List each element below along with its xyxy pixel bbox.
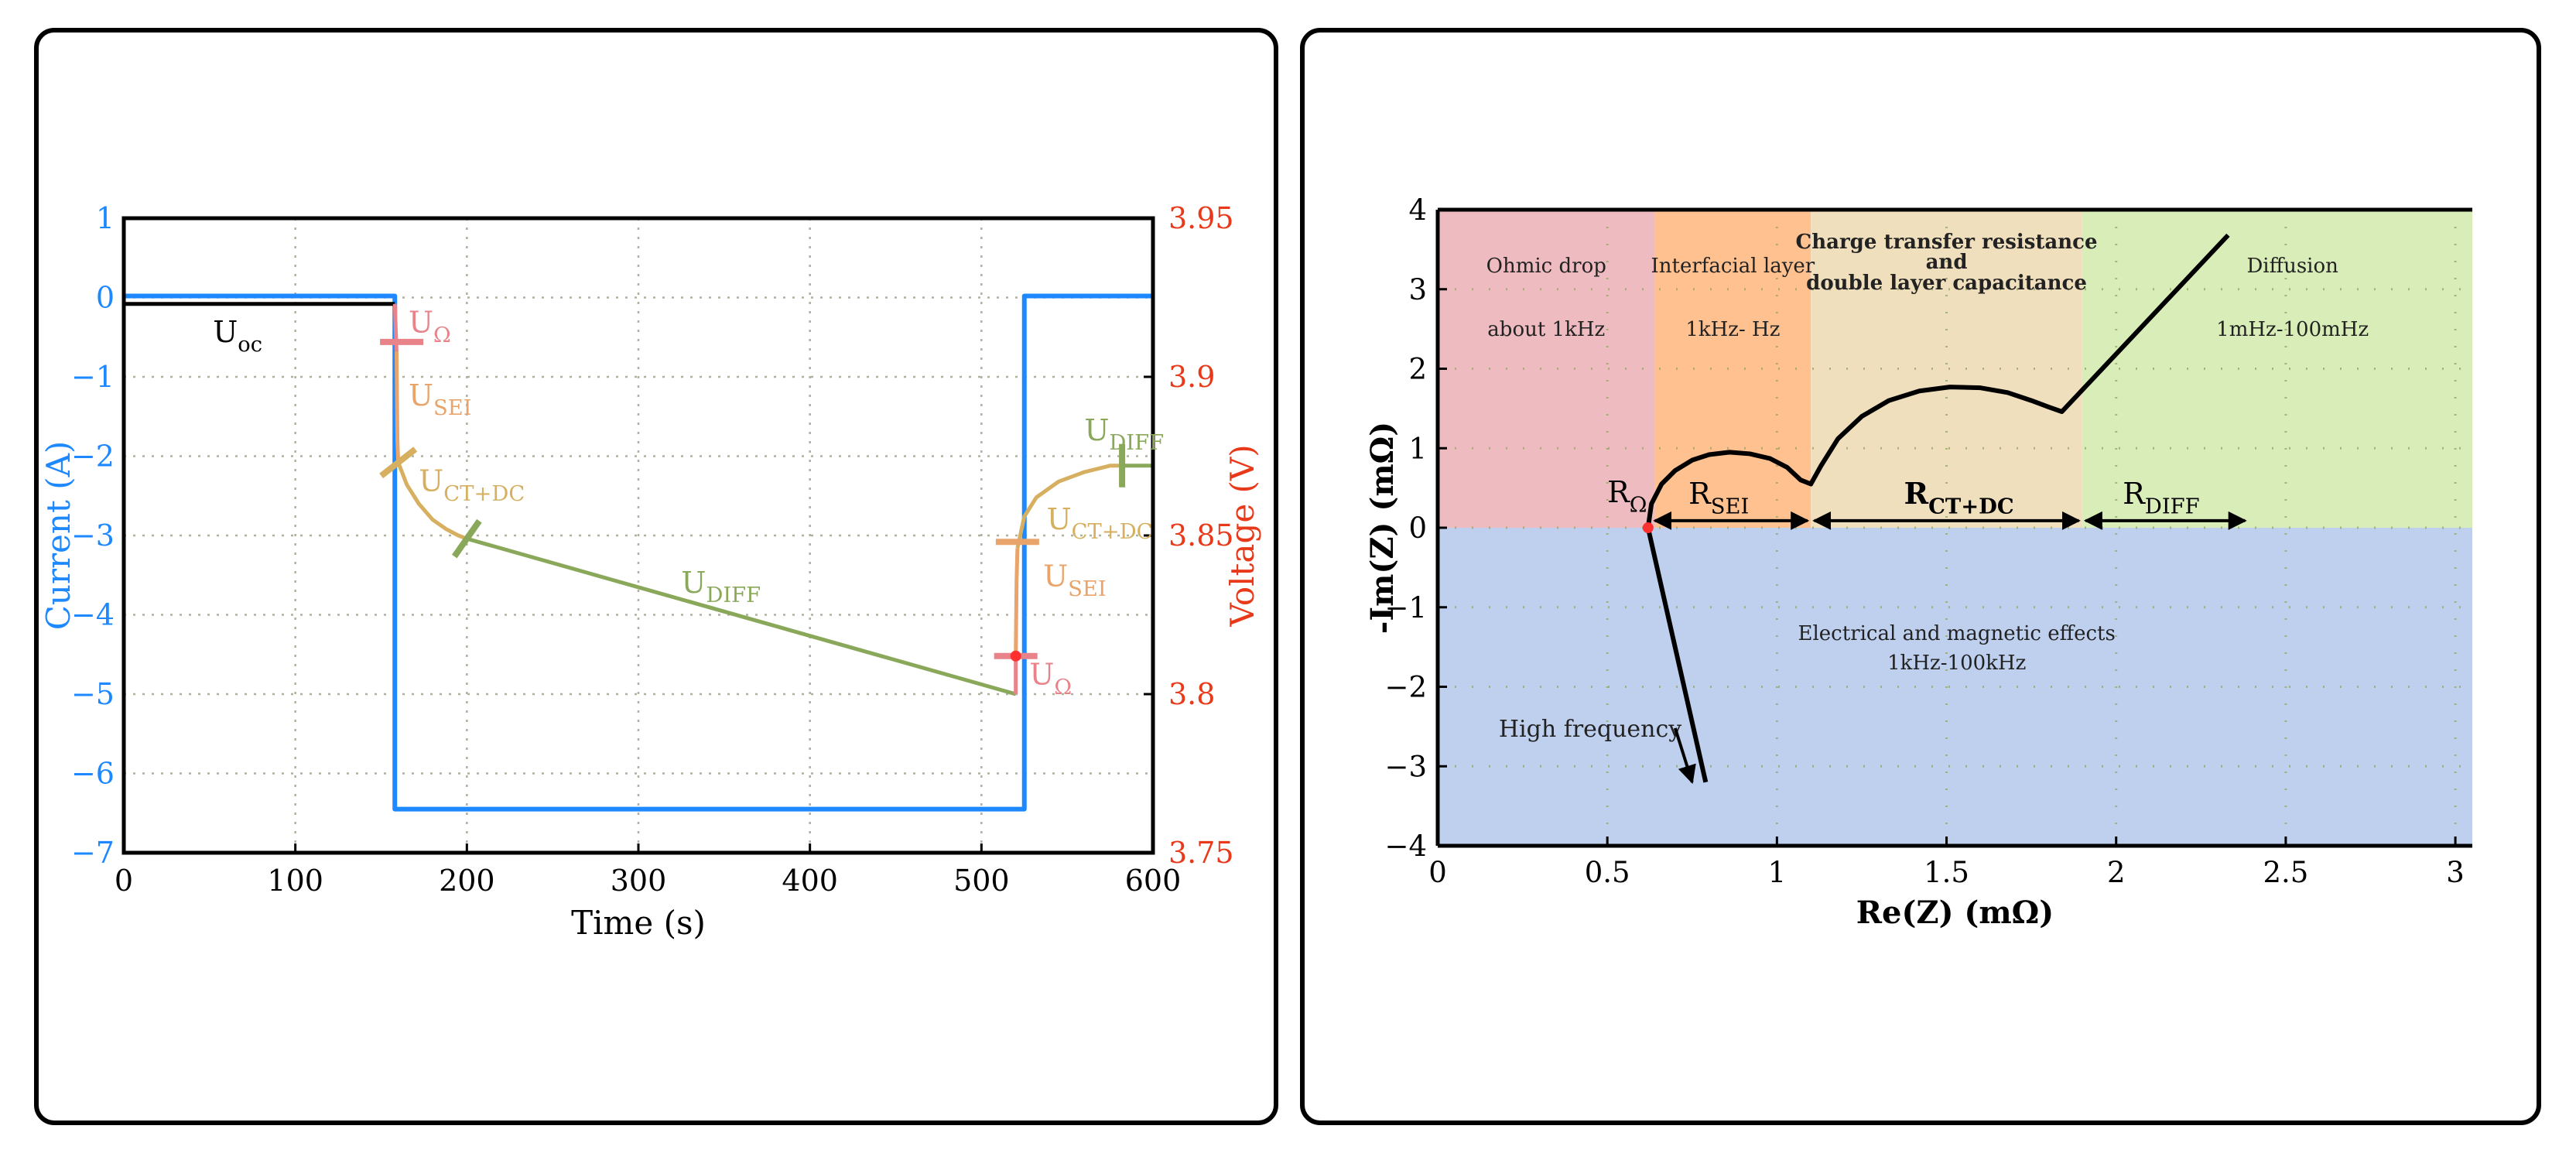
span-label-diff: RDIFF: [2123, 477, 2199, 518]
region-interfacial-layer: [1654, 210, 1811, 528]
nyquist-chart: Ohmic drop about 1kHz Interfacial layer 1kH…: [1364, 193, 2472, 931]
y-tick-label-right: 3.9: [1168, 360, 1215, 394]
series-current: [124, 293, 1153, 812]
region-text-ct-2: and: [1926, 251, 1968, 274]
annotation-ω: UΩ: [1029, 658, 1072, 700]
region-text-sei-freq: 1kHz- Hz: [1685, 318, 1780, 341]
series-usei-discharge-: [394, 351, 401, 463]
y-tick-label-right: 3.85: [1168, 518, 1234, 553]
series-uct-dc-discharge-: [396, 461, 468, 541]
left-panel: [34, 28, 1278, 1125]
x-tick-label: 0.5: [1585, 856, 1630, 889]
high-frequency-arrow: [1673, 727, 1696, 785]
span-label-sei: RSEI: [1688, 477, 1749, 518]
region-text-ct-3: double layer capacitance: [1806, 272, 2087, 295]
y-tick-label-left: −5: [71, 677, 115, 711]
annotation-diff: UDIFF: [1084, 413, 1164, 455]
x-tick-label: 200: [439, 864, 495, 898]
region-text-ohmic-title: Ohmic drop: [1486, 255, 1606, 278]
y-axis-title-left: Current (A): [39, 441, 77, 631]
y-tick-label: −4: [1384, 830, 1427, 863]
pulse-response-chart: 0 100 200 300 400 500 600 1 0 −1 −2 −3 −4 −5 −6 −7 3.95 3…: [39, 201, 1261, 942]
x-tick-label: 0: [1428, 856, 1447, 889]
region-text-ohmic-freq: about 1kHz: [1487, 318, 1605, 341]
y-tick-label: 2: [1408, 353, 1427, 386]
x-tick-label: 100: [267, 864, 323, 898]
x-tick-label: 3: [2446, 856, 2465, 889]
y-tick-label-left: 0: [96, 281, 115, 315]
region-text-lower-title: Electrical and magnetic effects: [1798, 622, 2116, 645]
x-tick-label: 2.5: [2263, 856, 2308, 889]
y-tick-label: 0: [1408, 511, 1427, 545]
y-tick-label-left: −4: [71, 598, 115, 632]
annotation-sei: USEI: [409, 378, 472, 420]
region-ohmic-drop: [1438, 210, 1655, 528]
region-text-lower-freq: 1kHz-100kHz: [1887, 652, 2026, 675]
marker-tick: [379, 446, 418, 479]
y-tick-label: 1: [1408, 432, 1427, 465]
x-tick-label: 400: [782, 864, 838, 898]
y-tick-label-left: −7: [71, 836, 115, 870]
y-tick-label: −3: [1384, 750, 1427, 783]
y-axis-title: -Im(Z) (mΩ): [1364, 422, 1401, 634]
x-axis-title: Re(Z) (mΩ): [1856, 895, 2054, 931]
red-point: [1010, 650, 1021, 662]
r-ohm-label: RΩ: [1607, 475, 1647, 517]
x-tick-label: 1: [1768, 856, 1787, 889]
x-tick-label: 1.5: [1924, 856, 1969, 889]
region-text-high-frequency: High frequency: [1499, 716, 1681, 743]
region-diffusion: [2082, 210, 2472, 528]
annotation-oc: Uoc: [213, 315, 262, 357]
annotation-ct+dc: UCT+DC: [1047, 502, 1153, 544]
series-udiff-discharge-: [466, 536, 1017, 696]
x-axis-title: Time (s): [571, 904, 706, 942]
y-tick-label: −2: [1384, 671, 1427, 704]
annotation-ω: UΩ: [409, 306, 451, 347]
x-tick-label: 0: [115, 864, 133, 898]
y-tick-label-left: −3: [71, 518, 115, 553]
x-tick-label: 500: [953, 864, 1010, 898]
y-axis-title-right: Voltage (V): [1223, 444, 1261, 627]
region-charge-transfer: [1811, 210, 2082, 528]
r-ohm-point: [1642, 522, 1654, 533]
y-tick-label-right: 3.75: [1168, 836, 1234, 870]
span-label-ct-dc: RCT+DC: [1904, 476, 2014, 518]
y-tick-label-left: −6: [71, 757, 115, 791]
x-tick-label: 600: [1125, 864, 1182, 898]
annotation-diff: UDIFF: [681, 566, 761, 607]
region-text-ct-1: Charge transfer resistance: [1796, 231, 2098, 254]
x-tick-label: 2: [2107, 856, 2126, 889]
y-tick-label: 3: [1408, 273, 1427, 306]
y-tick-label-left: 1: [96, 201, 115, 235]
region-electrical-effects: [1438, 528, 2472, 846]
region-text-diff-freq: 1mHz-100mHz: [2216, 318, 2369, 341]
annotation-sei: USEI: [1043, 559, 1107, 601]
impedance-curve: [1645, 233, 2230, 783]
series-usei-relaxation-: [1014, 548, 1020, 656]
y-tick-label: −1: [1384, 591, 1427, 624]
y-tick-label-right: 3.95: [1168, 201, 1234, 235]
x-tick-label: 300: [611, 864, 667, 898]
y-tick-label-right: 3.8: [1168, 677, 1215, 711]
region-text-diff-title: Diffusion: [2246, 255, 2338, 278]
y-tick-label: 4: [1408, 193, 1427, 227]
series-uct-dc-relaxation-: [1015, 464, 1123, 549]
annotation-ct+dc: UCT+DC: [419, 464, 525, 506]
y-tick-label-left: −1: [71, 360, 115, 394]
region-text-sei-title: Interfacial layer: [1651, 255, 1815, 278]
y-tick-label-left: −2: [71, 440, 115, 474]
marker-tick: [451, 518, 482, 559]
